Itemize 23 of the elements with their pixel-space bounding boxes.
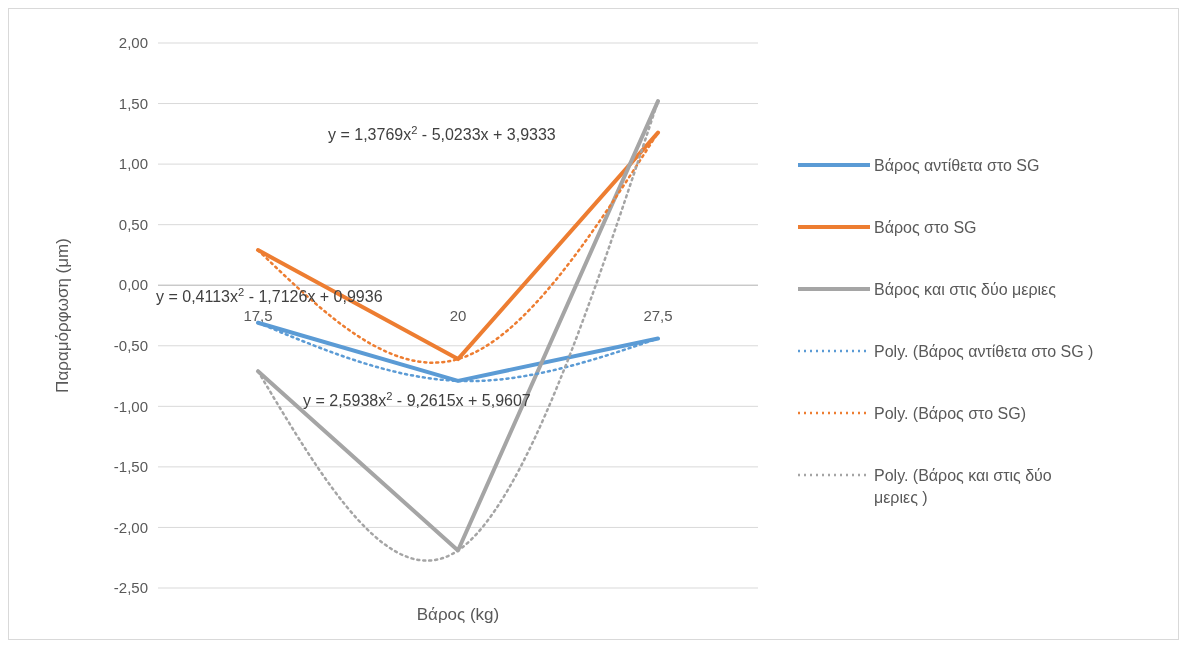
x-axis-title: Βάρος (kg) — [416, 605, 500, 624]
y-tick-label: -0,50 — [113, 337, 148, 355]
legend-label: Βάρος στο SG — [874, 218, 977, 236]
annotation: y = 1,3769x$^{2}$ - 5,0233x + 3,9333 — [328, 124, 556, 143]
legend-label: Poly. (Βάρος και στις δύο μεριες ) — [874, 466, 1052, 506]
y-tick-label: -2,00 — [113, 518, 148, 536]
y-tick-label: -1,50 — [113, 458, 148, 476]
x-tick-label: 20 — [449, 307, 467, 325]
y-tick-label: 2,00 — [118, 34, 148, 52]
legend-label: Βάρος αντίθετα στο SG — [874, 156, 1040, 174]
annotation: y = 2,5938x$^{2}$ - 9,2615x + 5,9607 — [303, 390, 531, 409]
legend-label: Poly. (Βάρος αντίθετα στο SG ) — [874, 342, 1094, 360]
y-tick-label: 1,00 — [118, 155, 148, 173]
y-tick-label: 0,00 — [118, 276, 148, 294]
legend-label: Poly. (Βάρος στο SG) — [874, 404, 1026, 422]
y-axis-title: Παραμόρφωση (μm) — [53, 238, 72, 393]
x-tick-label: 17,5 — [243, 307, 273, 325]
y-tick-label: 0,50 — [118, 215, 148, 233]
y-tick-label: 1,50 — [118, 94, 148, 112]
legend-label: Βάρος και στις δύο μεριες — [874, 280, 1057, 298]
x-tick-label: 27,5 — [643, 307, 673, 325]
y-tick-label: -1,00 — [113, 397, 148, 415]
y-tick-label: -2,50 — [113, 579, 148, 597]
